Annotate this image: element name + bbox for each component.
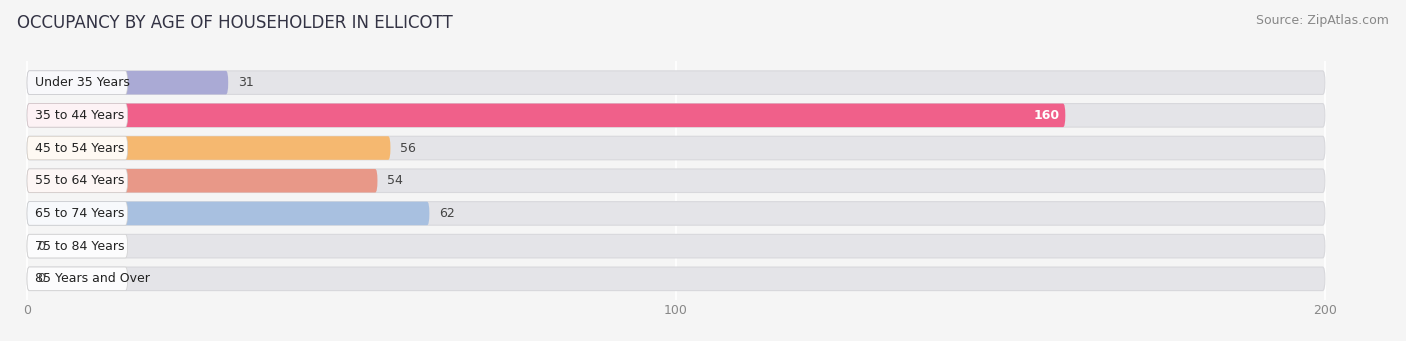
FancyBboxPatch shape (27, 136, 391, 160)
Text: 45 to 54 Years: 45 to 54 Years (35, 142, 124, 154)
FancyBboxPatch shape (27, 104, 1324, 127)
FancyBboxPatch shape (27, 202, 429, 225)
Text: 56: 56 (401, 142, 416, 154)
Text: OCCUPANCY BY AGE OF HOUSEHOLDER IN ELLICOTT: OCCUPANCY BY AGE OF HOUSEHOLDER IN ELLIC… (17, 14, 453, 32)
FancyBboxPatch shape (27, 234, 1324, 258)
Text: 54: 54 (387, 174, 404, 187)
FancyBboxPatch shape (27, 71, 228, 94)
Text: 65 to 74 Years: 65 to 74 Years (35, 207, 124, 220)
FancyBboxPatch shape (27, 136, 128, 160)
FancyBboxPatch shape (27, 71, 1324, 94)
Text: Source: ZipAtlas.com: Source: ZipAtlas.com (1256, 14, 1389, 27)
FancyBboxPatch shape (27, 104, 128, 127)
Text: 31: 31 (238, 76, 253, 89)
FancyBboxPatch shape (27, 267, 1324, 291)
Text: Under 35 Years: Under 35 Years (35, 76, 129, 89)
FancyBboxPatch shape (27, 136, 1324, 160)
Text: 55 to 64 Years: 55 to 64 Years (35, 174, 124, 187)
FancyBboxPatch shape (27, 169, 1324, 193)
FancyBboxPatch shape (27, 71, 128, 94)
FancyBboxPatch shape (27, 169, 377, 193)
FancyBboxPatch shape (27, 267, 128, 291)
FancyBboxPatch shape (27, 104, 1066, 127)
Text: 0: 0 (37, 240, 45, 253)
Text: 35 to 44 Years: 35 to 44 Years (35, 109, 124, 122)
FancyBboxPatch shape (27, 169, 128, 193)
Text: 160: 160 (1033, 109, 1060, 122)
Text: 85 Years and Over: 85 Years and Over (35, 272, 149, 285)
Text: 62: 62 (439, 207, 456, 220)
FancyBboxPatch shape (27, 202, 128, 225)
FancyBboxPatch shape (27, 202, 1324, 225)
Text: 0: 0 (37, 272, 45, 285)
FancyBboxPatch shape (27, 234, 128, 258)
Text: 75 to 84 Years: 75 to 84 Years (35, 240, 124, 253)
